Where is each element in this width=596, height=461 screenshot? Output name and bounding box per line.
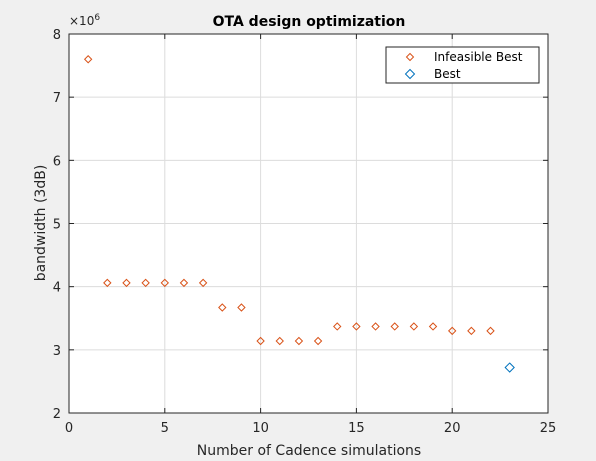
legend-label: Best — [434, 67, 461, 81]
data-point — [237, 303, 246, 312]
grid — [69, 34, 548, 413]
x-tick-label: 5 — [161, 421, 169, 436]
data-point — [371, 322, 380, 331]
x-axis-label: Number of Cadence simulations — [197, 443, 421, 459]
y-tick-label: 6 — [53, 154, 61, 169]
data-point — [198, 278, 208, 288]
legend-marker — [405, 52, 415, 62]
data-point — [160, 278, 170, 288]
data-point — [275, 336, 284, 346]
y-tick-label: 8 — [53, 28, 61, 43]
data-point — [504, 362, 515, 373]
data-point — [103, 278, 112, 288]
data-point — [313, 336, 323, 346]
data-point — [141, 278, 150, 288]
data-point — [352, 322, 361, 331]
y-tick-label: 4 — [53, 281, 61, 296]
y-axis-label: bandwidth (3dB) — [33, 165, 49, 282]
legend-marker — [404, 68, 416, 80]
data-point — [256, 336, 265, 346]
ticks: 0 5 10 15 20 25 2 3 4 5 6 7 8 — [53, 28, 557, 436]
data-point — [122, 278, 131, 288]
x-tick-label: 0 — [65, 421, 73, 436]
x-tick-label: 20 — [444, 421, 461, 436]
data-point — [428, 322, 438, 331]
y-tick-label: 5 — [53, 218, 61, 233]
data-point — [409, 322, 419, 331]
y-exponent: ×106 — [69, 13, 100, 28]
x-tick-label: 10 — [252, 421, 269, 436]
data-point — [179, 278, 189, 288]
y-tick-label: 7 — [53, 91, 61, 106]
legend-items: Infeasible Best Best — [404, 50, 523, 81]
data-point — [486, 326, 495, 336]
data-point — [333, 322, 342, 331]
y-tick-label: 2 — [53, 407, 61, 422]
data-point — [83, 55, 93, 64]
data-point — [447, 326, 457, 336]
x-tick-label: 15 — [348, 421, 365, 436]
legend: Infeasible Best Best — [385, 46, 540, 84]
y-tick-label: 3 — [53, 344, 61, 359]
data-point — [218, 303, 227, 312]
data-point — [390, 322, 399, 331]
x-tick-label: 25 — [540, 421, 557, 436]
chart-title: OTA design optimization — [213, 14, 406, 30]
data-points — [83, 55, 515, 373]
data-point — [294, 336, 304, 346]
data-point — [467, 326, 476, 336]
legend-label: Infeasible Best — [434, 50, 523, 64]
